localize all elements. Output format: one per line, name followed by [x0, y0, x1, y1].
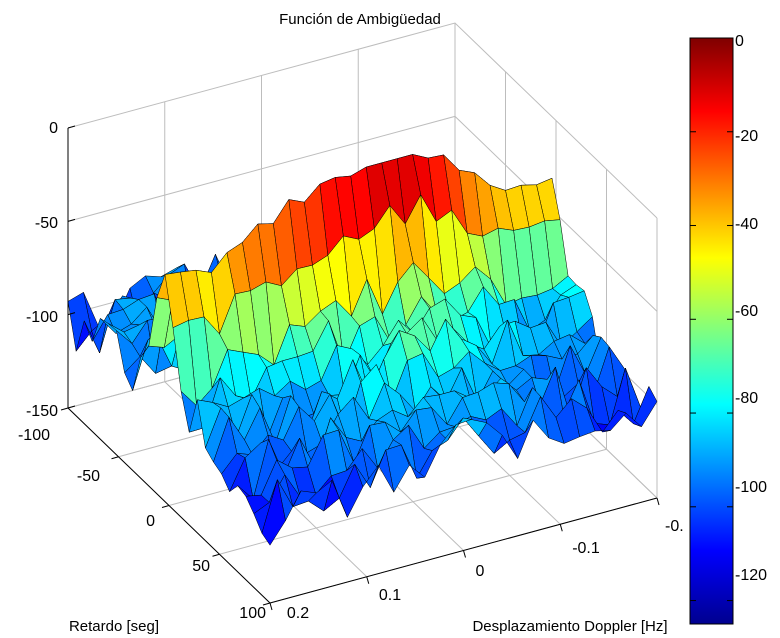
y-tick-label: 0 — [146, 513, 155, 530]
x-axis-label: Desplazamiento Doppler [Hz] — [472, 618, 667, 635]
x-tick-label: -0. — [665, 518, 684, 535]
x-tick-mark — [656, 497, 660, 506]
z-tick-label: 0 — [49, 120, 58, 137]
y-tick-mark — [262, 602, 271, 606]
colorbar — [689, 37, 734, 625]
z-tick-label: -50 — [35, 215, 58, 232]
grid-line — [67, 22, 658, 219]
colorbar-tick-label: -40 — [735, 216, 758, 233]
colorbar-tick-label: -60 — [735, 303, 758, 320]
x-tick-mark — [366, 576, 370, 584]
y-tick-mark — [161, 505, 170, 508]
grid-line — [67, 115, 658, 312]
y-tick-label: -50 — [77, 468, 100, 485]
y-tick-label: -100 — [18, 427, 50, 444]
y-tick-label: 50 — [192, 558, 210, 575]
z-tick-label: -100 — [26, 309, 58, 326]
z-tick-mark — [67, 405, 76, 409]
y-axis-label: Retardo [seg] — [69, 618, 159, 635]
y-tick-mark — [111, 456, 119, 460]
axis-lines — [60, 125, 660, 611]
colorbar-ticks — [690, 37, 733, 602]
x-tick-label: -0.1 — [572, 540, 600, 557]
colorbar-tick-label: -100 — [735, 479, 767, 496]
y-tick-mark — [212, 553, 220, 557]
x-tick-mark — [269, 602, 273, 611]
colorbar-tick-label: -120 — [735, 567, 767, 584]
x-tick-label: 0.1 — [379, 587, 401, 604]
colorbar-tick-label: -80 — [735, 390, 758, 407]
colorbar-tick-label: 0 — [735, 33, 744, 50]
z-tick-mark — [67, 312, 76, 316]
surface-plot — [67, 154, 658, 546]
chart-title: Función de Ambigüedad — [279, 11, 441, 28]
x-tick-mark — [559, 524, 563, 532]
y-tick-mark — [60, 407, 69, 411]
y-tick-label: 100 — [239, 605, 266, 622]
surface-patch — [261, 479, 286, 546]
z-tick-label: -150 — [26, 403, 58, 420]
z-tick-mark — [67, 218, 76, 222]
colorbar-tick-label: -20 — [735, 128, 758, 145]
x-tick-label: 0 — [476, 563, 485, 580]
x-tick-label: 0.2 — [287, 605, 309, 622]
z-tick-mark — [67, 125, 76, 129]
x-tick-mark — [463, 550, 466, 558]
grid-line — [219, 448, 607, 555]
